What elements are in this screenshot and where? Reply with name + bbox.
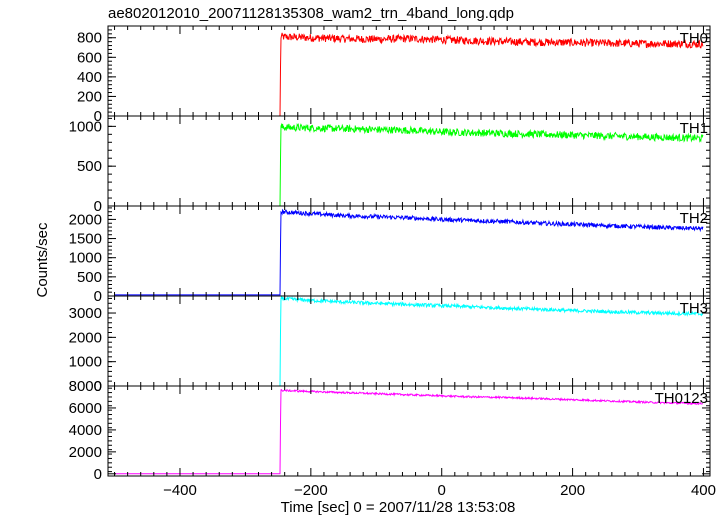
x-axis-label: Time [sec] 0 = 2007/11/28 13:53:08 (281, 499, 516, 516)
y-tick-label: 2000 (69, 444, 102, 461)
y-tick-label: 0 (94, 198, 102, 215)
series-line-th3 (114, 294, 704, 387)
y-tick-label: 0 (94, 108, 102, 125)
y-tick-label: 800 (77, 30, 102, 47)
y-tick-label: 0 (94, 288, 102, 305)
panel-frame (107, 205, 711, 297)
y-tick-label: 4000 (69, 422, 102, 439)
x-tick-label: 400 (691, 482, 716, 499)
y-tick-label: 600 (77, 49, 102, 66)
y-axis-label: Counts/sec (34, 222, 51, 298)
panel-th0123: 0 2000 4000 6000 8000 TH0123 (69, 378, 711, 483)
y-tick-label: 2000 (69, 329, 102, 346)
y-tick-label: 8000 (69, 378, 102, 395)
y-tick-label: 3000 (69, 305, 102, 322)
series-label-th3: TH3 (680, 300, 708, 317)
y-tick-label: 400 (77, 69, 102, 86)
x-tick-label: 0 (438, 482, 446, 499)
panel-th2: 0 500 1000 1500 2000 TH2 (69, 205, 711, 305)
x-tick-label: 200 (560, 482, 585, 499)
series-line-th0123 (114, 388, 703, 475)
series-label-th0: TH0 (680, 30, 708, 47)
panel-frame (107, 115, 711, 207)
y-tick-label: 1000 (69, 354, 102, 371)
chart-title: ae802012010_20071128135308_wam2_trn_4ban… (108, 5, 514, 22)
panel-frame (107, 385, 711, 477)
y-tick-label: 500 (77, 269, 102, 286)
panel-th0: 0 200 400 600 800 TH0 (77, 25, 711, 125)
y-tick-label: 1500 (69, 231, 102, 248)
series-line-th1 (114, 122, 704, 207)
series-line-th2 (114, 208, 704, 296)
y-tick-label: 1000 (69, 250, 102, 267)
x-tick-label: −400 (163, 482, 197, 499)
y-tick-label: 0 (94, 466, 102, 483)
x-tick-label: −200 (294, 482, 328, 499)
y-tick-label: 1000 (69, 118, 102, 135)
series-line-th0 (114, 32, 704, 117)
series-label-th0123: TH0123 (655, 390, 708, 407)
panel-th3: 0 1000 2000 3000 TH3 (69, 294, 711, 395)
y-tick-label: 6000 (69, 400, 102, 417)
y-tick-label: 200 (77, 88, 102, 105)
y-tick-label: 2000 (69, 211, 102, 228)
y-tick-label: 0 (94, 378, 102, 395)
panel-frame (107, 295, 711, 387)
y-tick-label: 500 (77, 158, 102, 175)
panels-layer: 0 200 400 600 800 TH0 0 500 1000 TH1 0 500 1000 1500 2… (69, 25, 716, 499)
series-label-th2: TH2 (680, 210, 708, 227)
panel-th1: 0 500 1000 TH1 (69, 115, 711, 215)
series-label-th1: TH1 (680, 120, 708, 137)
